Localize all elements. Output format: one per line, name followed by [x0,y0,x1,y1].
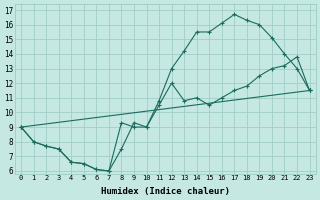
X-axis label: Humidex (Indice chaleur): Humidex (Indice chaleur) [101,187,230,196]
